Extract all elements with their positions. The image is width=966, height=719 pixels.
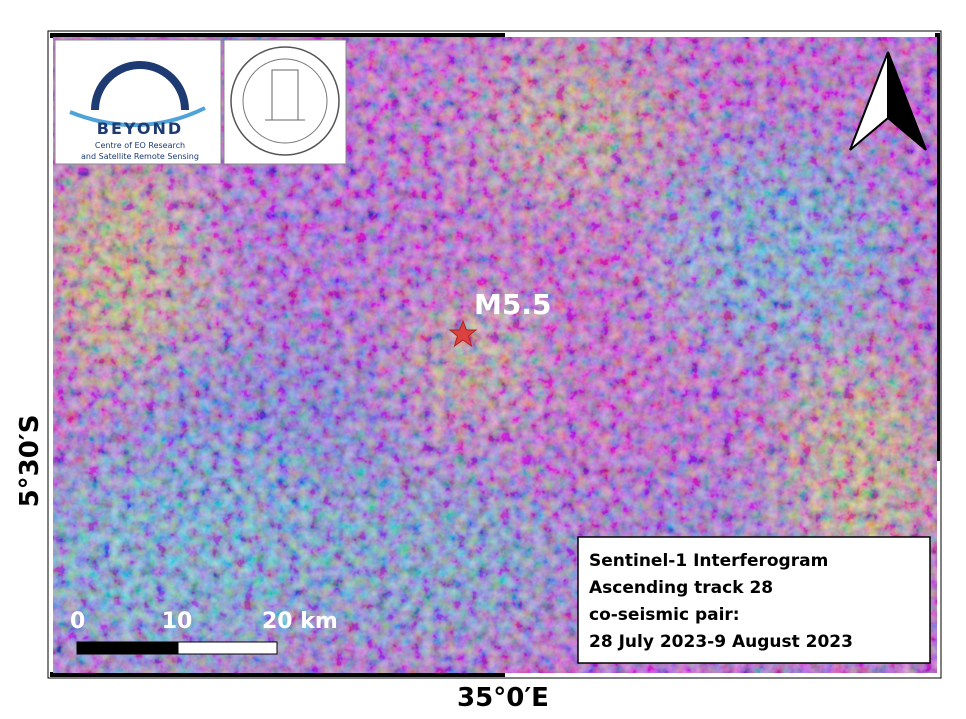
epicenter-star (448, 319, 478, 348)
logo-line: and Satellite Remote Sensing (81, 152, 199, 161)
legend-line: co-seismic pair: (589, 605, 740, 625)
logo-name: BEYOND (97, 119, 183, 138)
frame-bar (50, 672, 505, 677)
legend-line: Ascending track 28 (589, 578, 773, 598)
frame-bar (50, 33, 505, 38)
seal (242, 58, 328, 144)
scale-label: 10 (162, 609, 193, 634)
beyond-arc (91, 61, 189, 111)
lon-label: 35°0′E (457, 683, 549, 713)
lat-label: 5°30′S (15, 415, 45, 508)
frame-bar (935, 33, 940, 461)
scale-label: 20 km (262, 609, 338, 634)
scale-bar (76, 641, 179, 655)
seal (230, 46, 340, 156)
logo-line: Centre of EO Research (95, 141, 185, 150)
scale-label: 0 (70, 609, 85, 634)
beyond-swoosh (69, 106, 206, 127)
beyond-logo-box (54, 39, 222, 165)
legend-box (577, 536, 931, 664)
legend-line: 28 July 2023-9 August 2023 (589, 632, 853, 652)
north-arrow (887, 51, 927, 151)
scale-bar (177, 641, 278, 655)
legend-line: Sentinel-1 Interferogram (589, 551, 828, 571)
seal-figure (265, 69, 305, 121)
epicenter-label: M5.5 (474, 288, 551, 321)
